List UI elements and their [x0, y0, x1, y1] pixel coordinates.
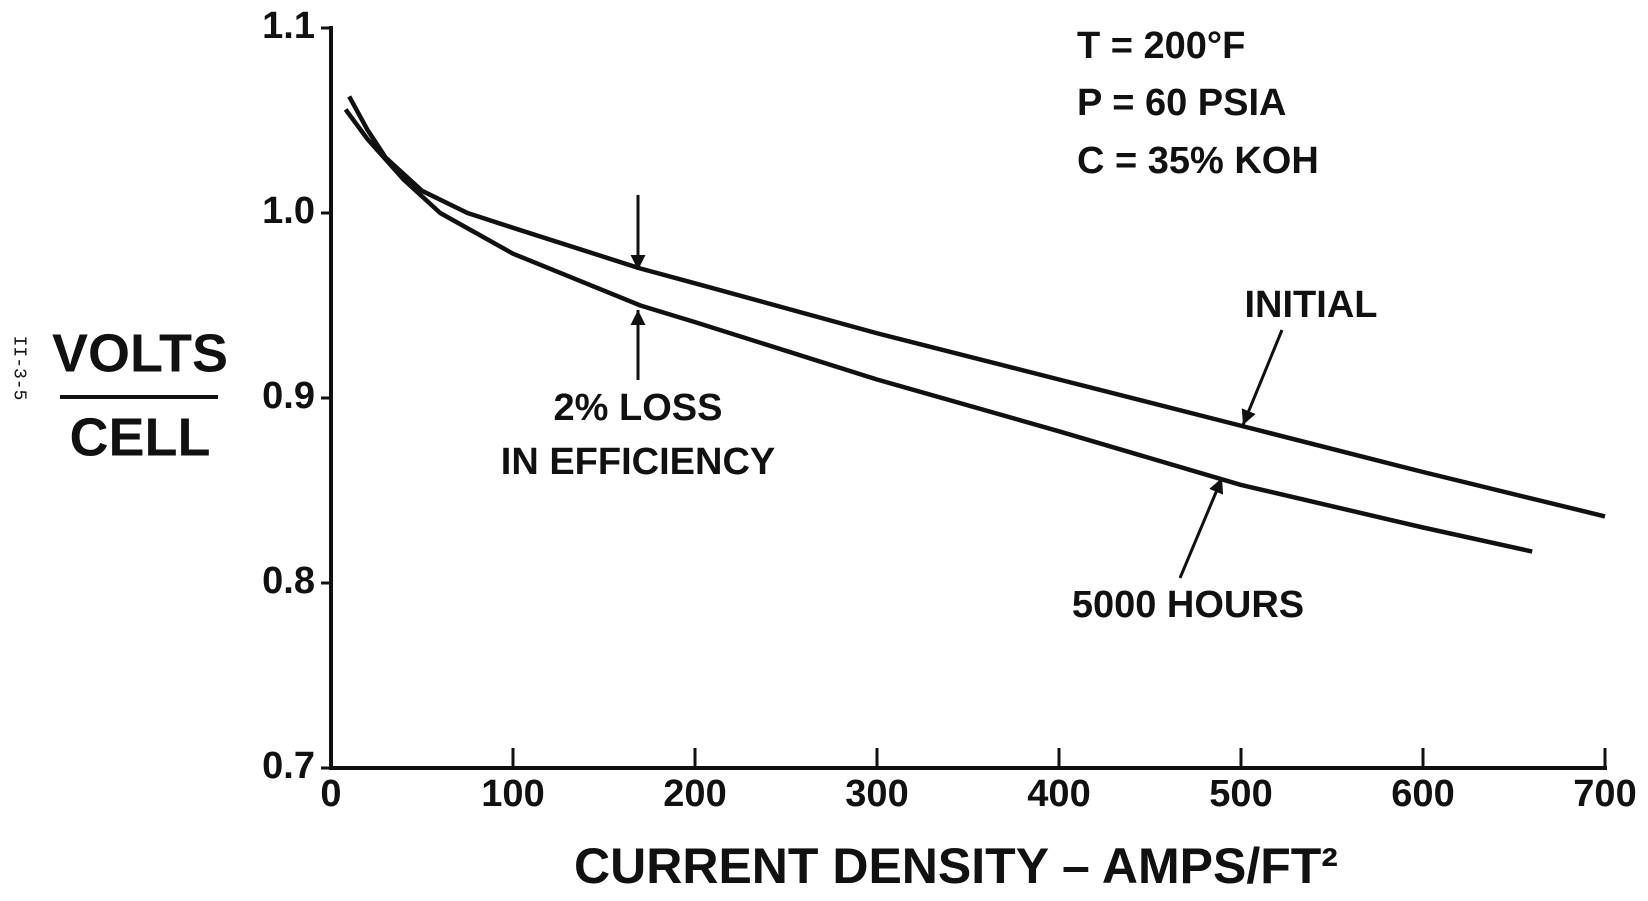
- annotation: IN EFFICIENCY: [501, 441, 775, 483]
- page-number: II-3-5: [8, 336, 28, 401]
- annotation: 2% LOSS: [554, 387, 723, 429]
- x-tick-label: 500: [1209, 773, 1272, 815]
- x-tick-label: 400: [1027, 773, 1090, 815]
- annotation: T = 200°F: [1077, 25, 1245, 67]
- x-tick-label: 0: [320, 773, 341, 815]
- arrow: [1178, 477, 1224, 579]
- y-label: CELL: [70, 407, 211, 467]
- y-tick-label: 0.8: [262, 560, 315, 602]
- y-tick-label: 0.9: [262, 375, 315, 417]
- y-tick-label: 1.1: [262, 5, 315, 47]
- x-tick-label: 100: [481, 773, 544, 815]
- x-tick-label: 700: [1573, 773, 1636, 815]
- x-tick-label: 200: [663, 773, 726, 815]
- y-tick-label: 1.0: [262, 190, 315, 232]
- series-label: INITIAL: [1245, 284, 1378, 326]
- line: [343, 108, 1533, 554]
- series-label: 5000 HOURS: [1072, 584, 1304, 626]
- annotation: P = 60 PSIA: [1077, 82, 1286, 124]
- x-tick-label: 600: [1391, 773, 1454, 815]
- x-label: CURRENT DENSITY – AMPS/FT²: [574, 838, 1338, 894]
- y-label: VOLTS: [52, 323, 228, 383]
- x-tick-label: 300: [845, 773, 908, 815]
- y-tick-label: 0.7: [262, 745, 315, 787]
- arrow: [1241, 329, 1284, 426]
- annotation: C = 35% KOH: [1077, 140, 1319, 182]
